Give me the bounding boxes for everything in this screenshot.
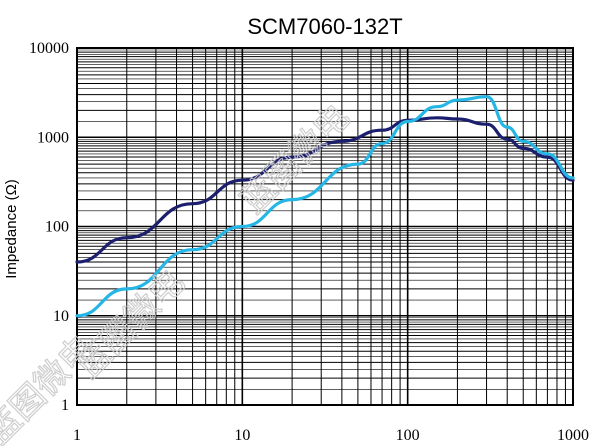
x-tick-label: 1000 — [557, 427, 589, 444]
y-axis-label: Impedance (Ω) — [3, 179, 20, 279]
y-tick-label: 10 — [53, 308, 69, 325]
y-tick-label: 100 — [45, 219, 69, 236]
y-tick-label: 10000 — [29, 40, 69, 57]
plot-frame — [76, 47, 574, 406]
x-tick-label: 100 — [396, 427, 420, 444]
y-tick-label: 1 — [61, 397, 69, 414]
watermark-layer: 蓝图微电 蓝图微电 蓝图微电 — [0, 96, 358, 446]
watermark-3: 蓝图微电 — [0, 328, 103, 446]
axis-ticks: 1 10 100 1000 1 10 100 1000 10000 — [29, 40, 589, 444]
x-tick-label: 1 — [73, 427, 81, 444]
y-tick-label: 1000 — [37, 129, 69, 146]
watermark-1: 蓝图微电 — [233, 97, 357, 221]
chart-title: SCM7060-132T — [247, 14, 402, 39]
series-line-1 — [75, 116, 575, 264]
x-tick-label: 10 — [234, 427, 250, 444]
series-line-2 — [75, 95, 575, 318]
data-series — [75, 95, 575, 318]
